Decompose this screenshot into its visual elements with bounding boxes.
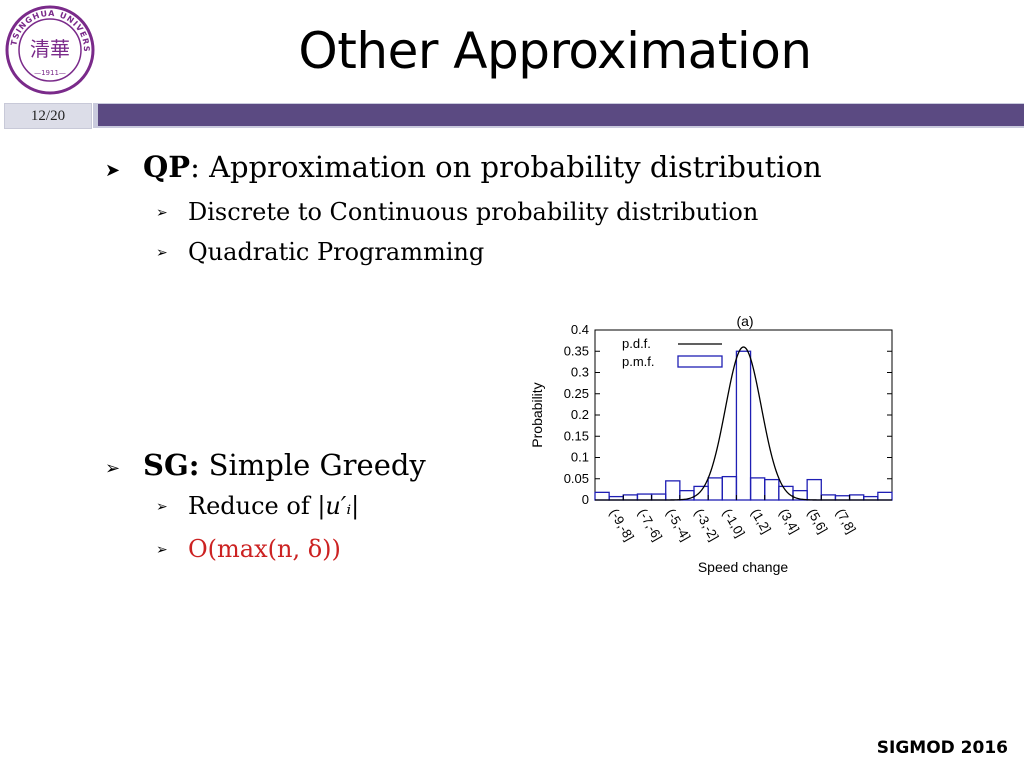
venue-label: SIGMOD 2016	[876, 738, 1008, 758]
legend-label-pmf: p.m.f.	[622, 354, 655, 369]
pdf-curve	[595, 346, 892, 501]
arrow-bullet-icon: ➤	[105, 160, 121, 181]
pmf-bar	[820, 494, 837, 501]
x-tick-label: (3,4]	[776, 506, 802, 536]
arrow-bullet-icon: ➢	[156, 499, 168, 515]
pmf-bar	[707, 477, 723, 501]
x-tick-label: (-7,-6]	[635, 506, 665, 544]
sg-text: Simple Greedy	[199, 448, 426, 482]
pmf-bar	[806, 478, 822, 501]
pmf-bar	[594, 491, 610, 501]
svg-text:—1911—: —1911—	[34, 69, 66, 77]
legend-label-pdf: p.d.f.	[622, 336, 651, 351]
x-tick-label: (-5,-4]	[663, 506, 693, 544]
x-tick-label: (5,6]	[805, 506, 831, 536]
x-tick-label: (-1,0]	[720, 506, 748, 540]
x-tick-label: (-3,-2]	[692, 506, 722, 544]
complexity-formula: O(max(n, δ))	[188, 535, 341, 563]
sg-label: SG:	[143, 448, 200, 482]
x-tick-label: (1,2]	[748, 506, 774, 536]
slide-title: Other Approximation	[298, 22, 812, 80]
pmf-bar	[848, 494, 865, 501]
page-number: 12/20	[4, 103, 92, 129]
arrow-bullet-icon: ➢	[105, 458, 121, 479]
y-tick-label: 0.1	[571, 450, 589, 465]
chart-title: (a)	[736, 313, 753, 329]
pmf-bar	[721, 475, 738, 501]
qp-label: QP	[143, 150, 191, 184]
y-tick-label: 0.25	[564, 386, 589, 401]
probability-chart: 0 0.05 0.1 0.15 0.2 0.25 0.3 0.35 0.4 (-9,-8](-7,…	[529, 313, 893, 575]
x-tick-label: (-9,-8]	[607, 506, 637, 544]
tsinghua-logo: TSINGHUA UNIVERSITY 清華 —1911—	[4, 4, 95, 95]
legend-swatch-pmf	[677, 355, 723, 368]
y-tick-label: 0.2	[571, 407, 589, 422]
y-tick-label: 0	[582, 492, 589, 507]
arrow-bullet-icon: ➢	[156, 245, 168, 261]
svg-text:清華: 清華	[30, 37, 70, 61]
x-tick-label: (7,8]	[833, 506, 859, 536]
pmf-bar	[622, 494, 639, 501]
header-bar	[98, 104, 1024, 126]
x-axis-label: Speed change	[698, 559, 789, 575]
pmf-bar	[749, 477, 766, 501]
qp-text: : Approximation on probability distribut…	[190, 150, 822, 184]
y-tick-label: 0.35	[564, 343, 589, 358]
y-axis-label: Probability	[529, 382, 545, 447]
pmf-bar	[693, 485, 709, 501]
pmf-bar	[877, 491, 893, 501]
y-tick-label: 0.05	[564, 471, 589, 486]
pmf-bar	[764, 478, 780, 501]
pmf-bar	[636, 493, 653, 501]
pmf-bar	[735, 350, 752, 501]
pmf-bar	[778, 485, 794, 501]
math-u-prime: |u′ᵢ|	[317, 492, 360, 520]
y-tick-label: 0.3	[571, 365, 589, 380]
y-tick-label: 0.15	[564, 428, 589, 443]
arrow-bullet-icon: ➢	[156, 205, 168, 221]
arrow-bullet-icon: ➢	[156, 542, 168, 558]
pmf-bar	[650, 493, 667, 501]
y-tick-label: 0.4	[571, 322, 589, 337]
pmf-bar	[665, 480, 681, 501]
